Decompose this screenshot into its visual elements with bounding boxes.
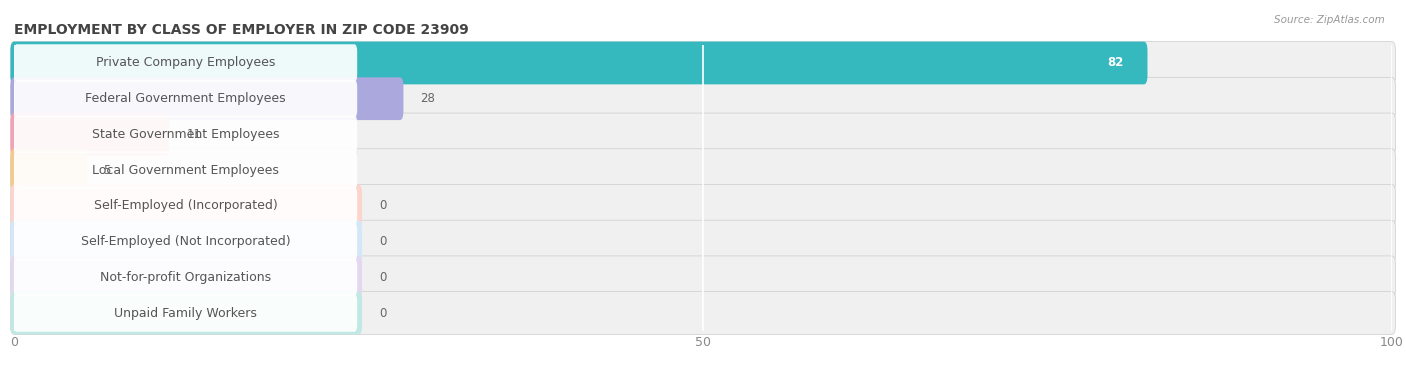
FancyBboxPatch shape [10,185,1396,227]
FancyBboxPatch shape [14,294,357,332]
Text: 11: 11 [186,128,201,141]
FancyBboxPatch shape [10,185,363,227]
Text: Federal Government Employees: Federal Government Employees [86,92,285,105]
FancyBboxPatch shape [10,77,1396,120]
Text: EMPLOYMENT BY CLASS OF EMPLOYER IN ZIP CODE 23909: EMPLOYMENT BY CLASS OF EMPLOYER IN ZIP C… [14,23,468,37]
FancyBboxPatch shape [10,77,404,120]
FancyBboxPatch shape [10,149,1396,191]
FancyBboxPatch shape [14,223,357,260]
Text: 0: 0 [380,235,387,248]
FancyBboxPatch shape [14,259,357,296]
FancyBboxPatch shape [10,42,1396,84]
FancyBboxPatch shape [14,116,357,153]
FancyBboxPatch shape [14,187,357,224]
FancyBboxPatch shape [14,44,357,82]
Text: 5: 5 [104,164,111,177]
Text: Source: ZipAtlas.com: Source: ZipAtlas.com [1274,15,1385,25]
Text: 0: 0 [380,199,387,212]
Text: Unpaid Family Workers: Unpaid Family Workers [114,306,257,320]
FancyBboxPatch shape [10,220,363,263]
Text: Private Company Employees: Private Company Employees [96,56,276,70]
FancyBboxPatch shape [10,113,169,156]
FancyBboxPatch shape [14,80,357,117]
Text: 82: 82 [1107,56,1123,70]
FancyBboxPatch shape [10,220,1396,263]
Text: 0: 0 [380,306,387,320]
Text: Self-Employed (Not Incorporated): Self-Employed (Not Incorporated) [80,235,291,248]
FancyBboxPatch shape [10,256,363,299]
FancyBboxPatch shape [10,256,1396,299]
Text: Self-Employed (Incorporated): Self-Employed (Incorporated) [94,199,277,212]
FancyBboxPatch shape [14,152,357,189]
Text: State Government Employees: State Government Employees [91,128,280,141]
Text: 28: 28 [420,92,436,105]
Text: Local Government Employees: Local Government Employees [93,164,278,177]
FancyBboxPatch shape [10,292,363,334]
FancyBboxPatch shape [10,292,1396,334]
FancyBboxPatch shape [10,42,1147,84]
Text: 0: 0 [380,271,387,284]
FancyBboxPatch shape [10,113,1396,156]
FancyBboxPatch shape [10,149,87,191]
Text: Not-for-profit Organizations: Not-for-profit Organizations [100,271,271,284]
